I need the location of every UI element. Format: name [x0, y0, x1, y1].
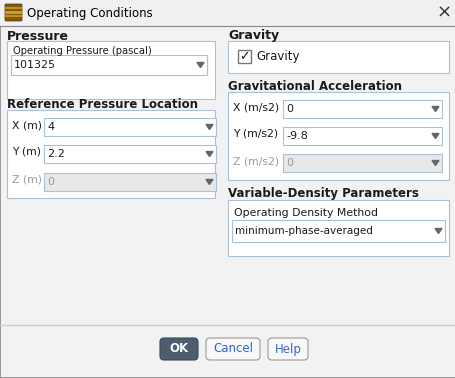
Polygon shape — [206, 152, 212, 156]
Text: Y (m): Y (m) — [12, 147, 41, 157]
Text: 0: 0 — [285, 104, 293, 114]
Text: Pressure: Pressure — [7, 29, 69, 42]
Text: 0: 0 — [285, 158, 293, 168]
Text: Operating Conditions: Operating Conditions — [27, 6, 152, 20]
Polygon shape — [431, 161, 438, 166]
Text: ×: × — [435, 4, 450, 22]
Text: X (m): X (m) — [12, 120, 42, 130]
Polygon shape — [197, 62, 203, 68]
Bar — [228, 41, 448, 73]
Text: Cancel: Cancel — [212, 342, 253, 355]
Text: 0: 0 — [47, 177, 54, 187]
FancyBboxPatch shape — [160, 338, 197, 360]
Text: Gravity: Gravity — [255, 50, 299, 63]
Text: X (m/s2): X (m/s2) — [233, 102, 278, 112]
Bar — [228, 92, 448, 180]
Polygon shape — [434, 228, 441, 234]
Bar — [44, 173, 216, 191]
Polygon shape — [206, 124, 212, 130]
Bar — [11, 55, 207, 75]
Bar — [7, 41, 214, 99]
Bar — [283, 100, 441, 118]
Text: ✓: ✓ — [239, 50, 249, 63]
Text: minimum-phase-averaged: minimum-phase-averaged — [234, 226, 372, 236]
FancyBboxPatch shape — [5, 4, 22, 21]
Text: 2.2: 2.2 — [47, 149, 65, 159]
FancyBboxPatch shape — [206, 338, 259, 360]
Polygon shape — [206, 180, 212, 184]
Bar — [44, 145, 216, 163]
Text: Variable-Density Parameters: Variable-Density Parameters — [228, 187, 418, 200]
Polygon shape — [431, 107, 438, 112]
Text: -9.8: -9.8 — [285, 131, 307, 141]
Text: Operating Density Method: Operating Density Method — [233, 208, 377, 218]
Text: Reference Pressure Location: Reference Pressure Location — [7, 98, 197, 110]
Bar — [7, 110, 214, 198]
Text: 101325: 101325 — [14, 60, 56, 70]
Bar — [0, 0, 455, 26]
Text: Y (m/s2): Y (m/s2) — [233, 129, 278, 139]
Text: Operating Pressure (pascal): Operating Pressure (pascal) — [13, 46, 152, 56]
Text: 4: 4 — [47, 122, 54, 132]
Bar — [44, 118, 216, 136]
Text: Gravitational Acceleration: Gravitational Acceleration — [228, 79, 401, 93]
Text: Z (m): Z (m) — [12, 175, 42, 185]
Text: Help: Help — [274, 342, 301, 355]
Bar — [283, 154, 441, 172]
Bar — [238, 50, 250, 63]
Bar — [232, 220, 444, 242]
Bar — [283, 127, 441, 145]
Text: Z (m/s2): Z (m/s2) — [233, 156, 278, 166]
FancyBboxPatch shape — [268, 338, 307, 360]
Polygon shape — [431, 133, 438, 138]
Text: OK: OK — [169, 342, 188, 355]
Text: Gravity: Gravity — [228, 29, 278, 42]
Bar — [228, 200, 448, 256]
